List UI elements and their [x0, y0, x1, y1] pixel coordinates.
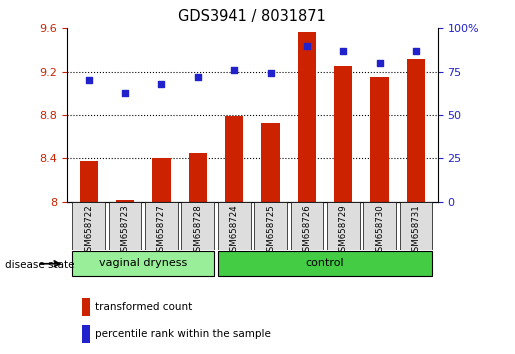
Bar — [298, 32, 316, 202]
Text: GSM658725: GSM658725 — [266, 204, 275, 257]
Point — [121, 90, 129, 95]
FancyBboxPatch shape — [254, 202, 287, 250]
Text: GSM658729: GSM658729 — [339, 204, 348, 257]
Text: GSM658726: GSM658726 — [302, 204, 312, 257]
Point — [375, 60, 384, 66]
Bar — [225, 116, 243, 202]
Bar — [334, 66, 352, 202]
Text: transformed count: transformed count — [95, 302, 192, 312]
Point — [303, 43, 311, 48]
Text: disease state: disease state — [5, 261, 75, 270]
FancyBboxPatch shape — [73, 202, 105, 250]
Text: control: control — [306, 258, 345, 268]
Text: percentile rank within the sample: percentile rank within the sample — [95, 329, 271, 339]
Point — [412, 48, 420, 54]
Bar — [407, 59, 425, 202]
Bar — [80, 161, 98, 202]
Text: GSM658730: GSM658730 — [375, 204, 384, 257]
FancyBboxPatch shape — [327, 202, 359, 250]
FancyBboxPatch shape — [109, 202, 142, 250]
Point — [266, 70, 274, 76]
Point — [158, 81, 166, 87]
FancyBboxPatch shape — [145, 202, 178, 250]
FancyBboxPatch shape — [363, 202, 396, 250]
Text: GSM658724: GSM658724 — [230, 204, 238, 257]
Text: GSM658731: GSM658731 — [411, 204, 420, 257]
FancyBboxPatch shape — [218, 202, 250, 250]
FancyBboxPatch shape — [290, 202, 323, 250]
FancyBboxPatch shape — [181, 202, 214, 250]
Text: GSM658723: GSM658723 — [121, 204, 130, 257]
Text: GSM658728: GSM658728 — [193, 204, 202, 257]
Point — [339, 48, 347, 54]
Text: GSM658727: GSM658727 — [157, 204, 166, 257]
Point — [84, 78, 93, 83]
Bar — [262, 122, 280, 202]
Bar — [116, 200, 134, 202]
Text: GDS3941 / 8031871: GDS3941 / 8031871 — [178, 9, 327, 24]
FancyBboxPatch shape — [400, 202, 432, 250]
FancyBboxPatch shape — [73, 251, 214, 276]
FancyBboxPatch shape — [218, 251, 432, 276]
Text: GSM658722: GSM658722 — [84, 204, 93, 257]
Bar — [152, 158, 170, 202]
Bar — [82, 325, 90, 343]
Point — [230, 67, 238, 73]
Bar — [82, 297, 90, 315]
Bar — [188, 153, 207, 202]
Text: vaginal dryness: vaginal dryness — [99, 258, 187, 268]
Point — [194, 74, 202, 80]
Bar — [370, 77, 389, 202]
